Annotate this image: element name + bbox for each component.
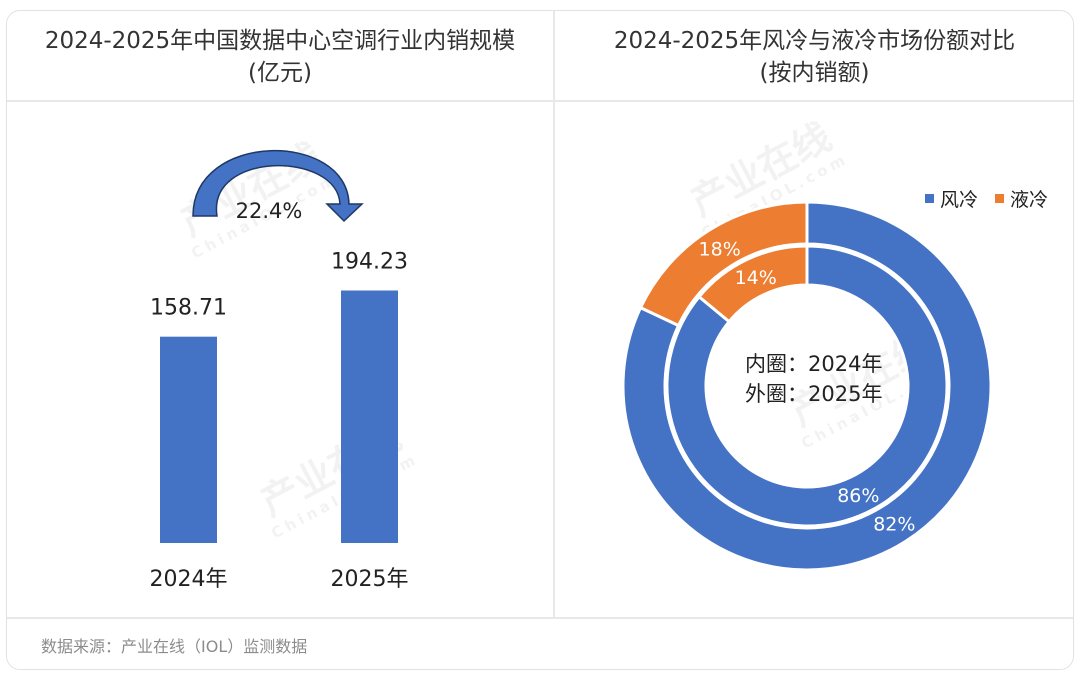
donut-center-label-inner: 内圈：2024年: [745, 352, 882, 376]
growth-arrow-icon: [192, 150, 364, 223]
donut-slice-inner-液冷: [697, 244, 809, 324]
legend-label: 液冷: [1010, 189, 1048, 211]
legend-label: 风冷: [940, 189, 978, 211]
bar-category-label: 2024年: [150, 567, 228, 592]
chart-frame: 2024-2025年中国数据中心空调行业内销规模 (亿元) 2024-2025年…: [6, 10, 1074, 670]
bar-value-label: 194.23: [331, 250, 408, 275]
title-divider: [7, 100, 1073, 102]
donut-slice-outer-液冷: [638, 200, 809, 328]
bar-2024年: [160, 336, 217, 543]
panel-divider: [553, 11, 555, 617]
left-title-line2: (亿元): [248, 60, 312, 86]
right-chart-title: 2024-2025年风冷与液冷市场份额对比 (按内销额): [554, 25, 1073, 89]
charts-canvas: 产业在线ChinaIOL.com产业在线ChinaIOL.com产业在线Chin…: [150, 114, 1049, 592]
bar-category-label: 2025年: [331, 567, 409, 592]
donut-slice-outer-风冷: [621, 200, 993, 572]
donut-slice-label: 86%: [837, 485, 879, 507]
bar-value-label: 158.71: [150, 296, 227, 321]
right-title-line2: (按内销额): [759, 60, 870, 86]
donut-slice-inner-风冷: [665, 244, 949, 528]
footer-divider: [7, 617, 1073, 619]
growth-rate-label: 22.4%: [236, 199, 303, 223]
legend-swatch-液冷: [995, 194, 1004, 203]
data-source-note: 数据来源：产业在线（IOL）监测数据: [41, 637, 308, 656]
bar-2025年: [341, 290, 398, 543]
donut-slice-label: 14%: [735, 267, 777, 289]
left-title-line1: 2024-2025年中国数据中心空调行业内销规模: [44, 28, 516, 54]
donut-slice-label: 82%: [873, 514, 915, 536]
donut-center-label-outer: 外圈：2025年: [745, 382, 882, 406]
legend-swatch-风冷: [925, 194, 934, 203]
right-title-line1: 2024-2025年风冷与液冷市场份额对比: [613, 28, 1016, 54]
left-chart-title: 2024-2025年中国数据中心空调行业内销规模 (亿元): [7, 25, 553, 89]
donut-slice-label: 18%: [699, 238, 741, 260]
